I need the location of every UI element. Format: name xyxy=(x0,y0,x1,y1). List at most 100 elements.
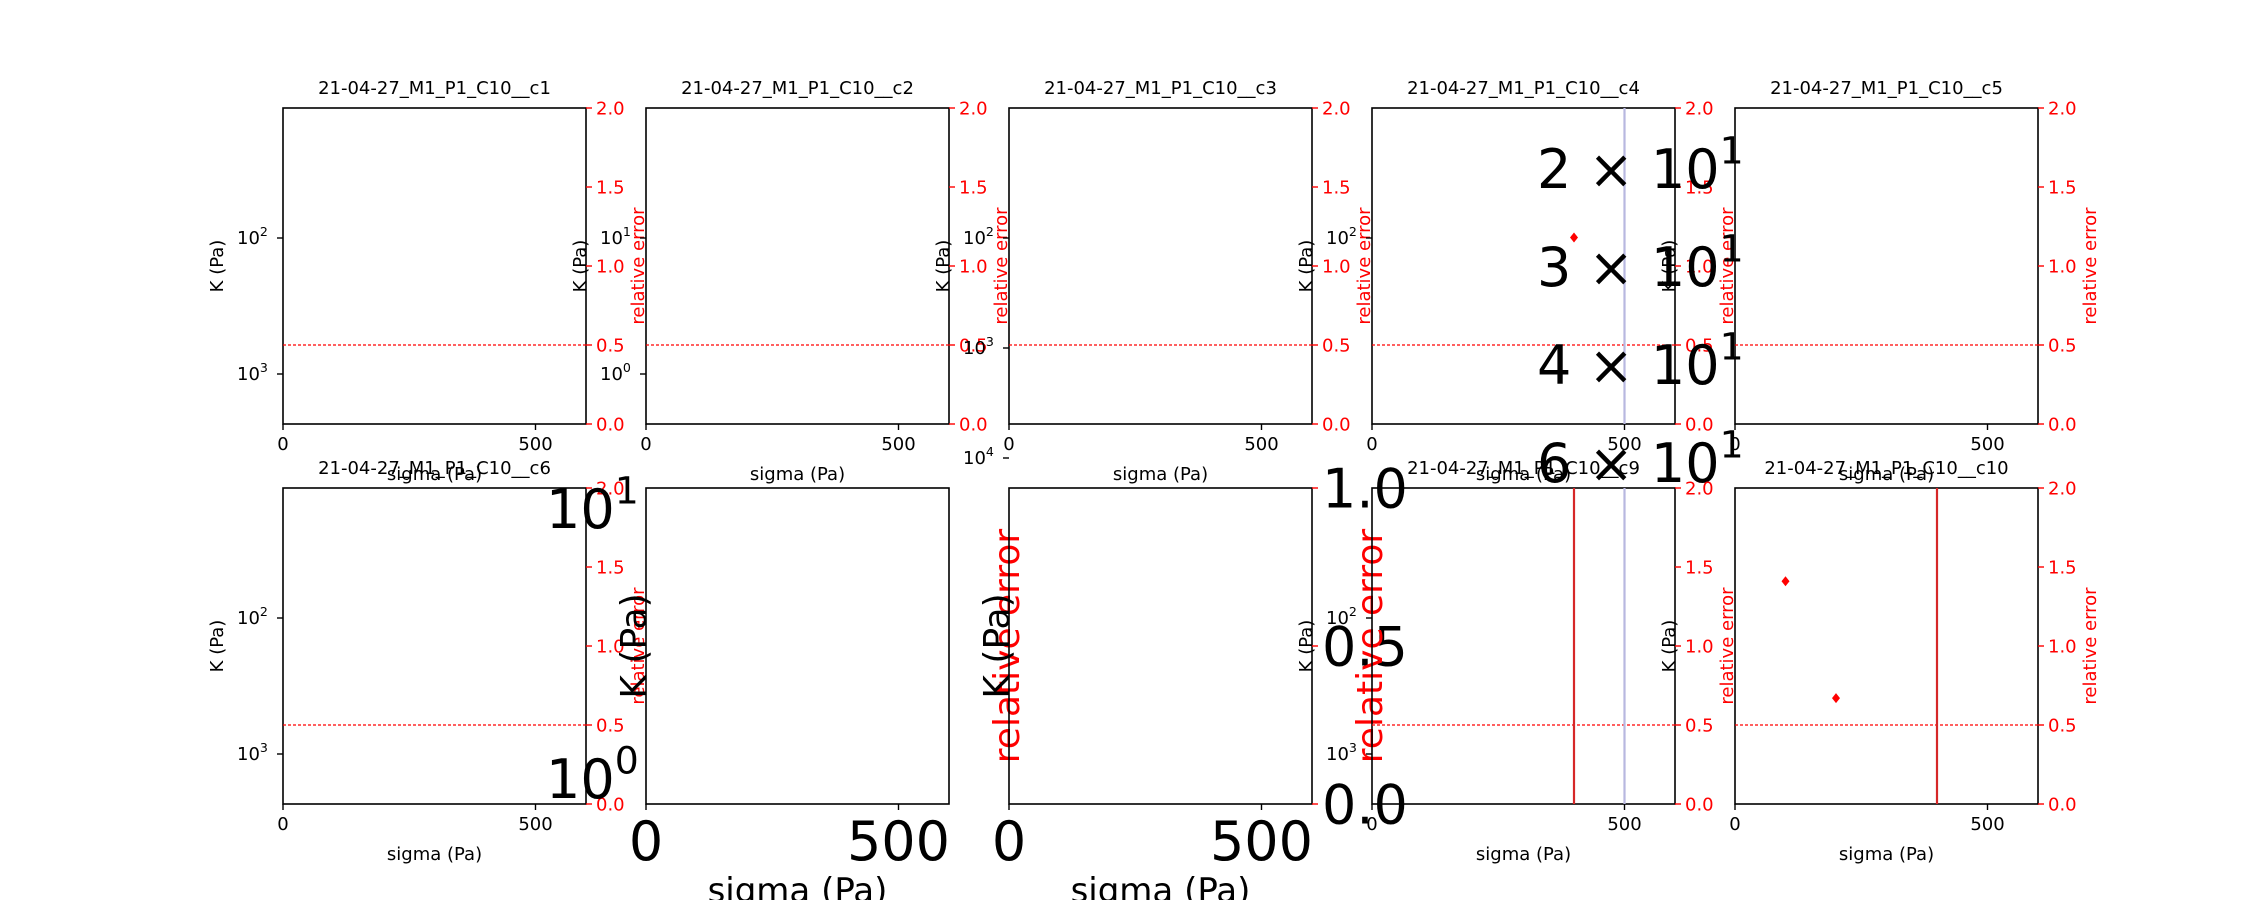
y2-tick-label: 0.0 xyxy=(596,414,625,435)
y2-tick-label: 1.5 xyxy=(959,177,988,198)
y-axis-label: K (Pa) xyxy=(1659,240,1680,293)
axes-frame xyxy=(645,107,950,425)
x-tick-label: 500 xyxy=(1970,814,2004,835)
subplot-10: 21-04-27_M1_P1_C10__c10 0 500 sigma (Pa) 0.0… xyxy=(1659,458,2101,865)
y2-axis-label: relative error xyxy=(628,587,649,705)
y2-tick-label: 2.0 xyxy=(1322,98,1351,119)
y2-tick-label: 0.0 xyxy=(1322,414,1351,435)
x-tick-label: 500 xyxy=(1244,434,1278,455)
y-axis-label: K (Pa) xyxy=(1659,620,1680,673)
y2-tick-label: 0.0 xyxy=(2048,794,2077,815)
y2-tick-label: 0.0 xyxy=(1685,794,1714,815)
y-tick-label-large: 6 × 101 xyxy=(1537,423,1744,495)
y2-axis-label: relative error xyxy=(991,207,1012,325)
x-tick-label: 500 xyxy=(518,814,552,835)
y2-tick-label: 2.0 xyxy=(959,98,988,119)
axes-frame xyxy=(1734,107,2039,425)
y-axis-label: K (Pa) xyxy=(570,240,591,293)
y2-tick-label: 0.5 xyxy=(2048,335,2077,356)
y2-axis-label: relative error xyxy=(1354,207,1375,325)
subplot-3: 21-04-27_M1_P1_C10__c3 0 500 sigma (Pa) 0.0 0… xyxy=(933,78,1375,485)
x-axis-label: sigma (Pa) xyxy=(750,464,845,485)
y2-tick-label: 1.5 xyxy=(1322,177,1351,198)
y2-tick-label: 1.0 xyxy=(596,256,625,277)
y-tick-label: 102 xyxy=(237,604,268,629)
x-tick-label: 500 xyxy=(1607,434,1641,455)
x-tick-label: 0 xyxy=(640,434,651,455)
x-tick-label: 500 xyxy=(881,434,915,455)
y2-axis-label: relative error xyxy=(2080,587,2101,705)
axes-frame xyxy=(1008,107,1313,425)
y2-tick-label: 0.5 xyxy=(1685,715,1714,736)
x-axis-label: sigma (Pa) xyxy=(1071,871,1251,900)
y2-tick-label: 2.0 xyxy=(596,98,625,119)
x-tick-label: 0 xyxy=(1729,434,1740,455)
x-tick-label: 500 xyxy=(1210,810,1313,873)
x-tick-label: 0 xyxy=(1729,814,1740,835)
x-tick-label: 0 xyxy=(1366,434,1377,455)
y-tick-label: 103 xyxy=(963,334,994,359)
x-axis-label: sigma (Pa) xyxy=(1113,464,1208,485)
x-tick-label: 0 xyxy=(992,810,1026,873)
y-axis-label: K (Pa) xyxy=(1296,620,1317,673)
y2-axis-label: relative error xyxy=(1717,587,1738,705)
x-axis-label: sigma (Pa) xyxy=(1839,464,1934,485)
x-axis-label: sigma (Pa) xyxy=(387,464,482,485)
y2-tick-label: 1.5 xyxy=(2048,557,2077,578)
y2-tick-label: 1.5 xyxy=(1685,557,1714,578)
x-tick-label: 0 xyxy=(277,434,288,455)
y2-axis-label: relative error xyxy=(1350,529,1391,764)
y2-axis-label: relative error xyxy=(987,529,1028,764)
subplot-title: 21-04-27_M1_P1_C10__c9 xyxy=(1407,458,1640,479)
x-tick-label: 500 xyxy=(1970,434,2004,455)
y-tick-label-large: 3 × 101 xyxy=(1537,227,1744,299)
y2-axis-label: relative error xyxy=(2080,207,2101,325)
subplot-title: 21-04-27_M1_P1_C10__c4 xyxy=(1407,78,1640,99)
x-tick-label: 0 xyxy=(1003,434,1014,455)
y2-tick-label: 1.0 xyxy=(1322,457,1408,520)
subplot-title: 21-04-27_M1_P1_C10__c3 xyxy=(1044,78,1277,99)
y2-tick-label: 0.0 xyxy=(596,794,625,815)
y-tick-label: 101 xyxy=(600,224,631,249)
y-axis-label: K (Pa) xyxy=(207,620,228,673)
y-axis-label: K (Pa) xyxy=(977,593,1018,698)
x-axis-label: sigma (Pa) xyxy=(387,844,482,865)
y2-tick-label: 1.0 xyxy=(2048,636,2077,657)
y2-tick-label: 0.5 xyxy=(959,335,988,356)
y2-tick-label: 0.0 xyxy=(1322,773,1408,836)
y2-tick-label: 0.5 xyxy=(1685,335,1714,356)
y-tick-label: 103 xyxy=(1326,740,1357,765)
axes-frame xyxy=(1734,487,2039,805)
y2-tick-label: 1.0 xyxy=(959,256,988,277)
y2-tick-label: 1.0 xyxy=(1322,256,1351,277)
y-tick-label: 102 xyxy=(237,224,268,249)
axes-frame xyxy=(1008,487,1313,805)
y-tick-label-large: 2 × 101 xyxy=(1537,129,1744,201)
y2-tick-label: 0.0 xyxy=(2048,414,2077,435)
y-tick-label: 100 xyxy=(600,360,631,385)
x-axis-label: sigma (Pa) xyxy=(1476,464,1571,485)
y-axis-label: K (Pa) xyxy=(933,240,954,293)
y2-axis-label: relative error xyxy=(1717,207,1738,325)
error-point xyxy=(1781,576,1790,587)
y2-tick-label: 0.0 xyxy=(959,414,988,435)
y-tick-label: 102 xyxy=(963,224,994,249)
x-tick-label: 0 xyxy=(277,814,288,835)
subplot-6: 21-04-27_M1_P1_C10__c6 0 500 sigma (Pa) 0.0 0… xyxy=(207,458,649,865)
y2-tick-label: 2.0 xyxy=(2048,478,2077,499)
y2-tick-label: 1.5 xyxy=(2048,177,2077,198)
subplot-title: 21-04-27_M1_P1_C10__c6 xyxy=(318,458,551,479)
y2-tick-label: 0.5 xyxy=(1322,615,1408,678)
axes-frame xyxy=(282,487,587,805)
x-axis-label: sigma (Pa) xyxy=(708,871,888,900)
y2-tick-label: 0.5 xyxy=(2048,715,2077,736)
x-tick-label: 0 xyxy=(629,810,663,873)
subplot-5: 21-04-27_M1_P1_C10__c5 0 500 sigma (Pa) 0.0 0… xyxy=(1659,78,2101,485)
x-tick-label: 500 xyxy=(1607,814,1641,835)
y2-tick-label: 2.0 xyxy=(2048,98,2077,119)
x-tick-label: 0 xyxy=(1366,814,1377,835)
y-axis-label: K (Pa) xyxy=(207,240,228,293)
axes-frame xyxy=(282,107,587,425)
